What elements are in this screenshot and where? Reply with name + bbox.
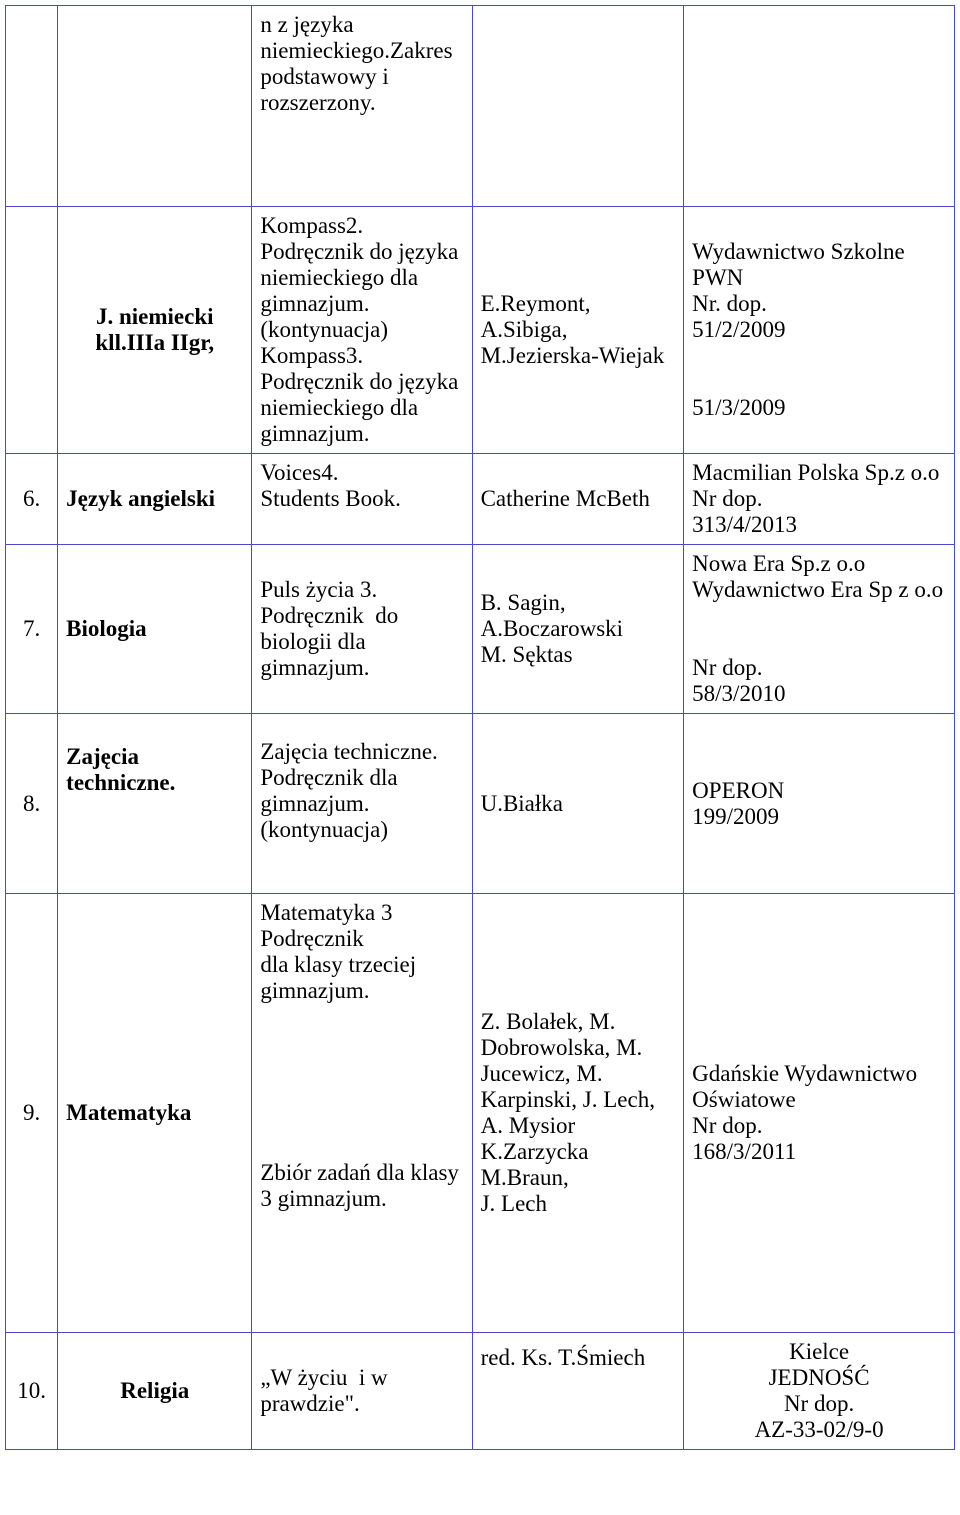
cell-subject: Matematyka [58,894,252,1333]
cell-num: 8. [6,714,58,894]
cell-book: Puls życia 3.Podręcznik do biologii dla … [252,545,472,714]
table-row: 10. Religia „W życiu i w prawdzie". red.… [6,1333,955,1450]
cell-author: U.Białka [472,714,684,894]
cell-subject: Zajęcia techniczne. [58,714,252,894]
cell-publisher: Macmilian Polska Sp.z o.oNr dop.313/4/20… [684,454,955,545]
cell-book: Voices4.Students Book. [252,454,472,545]
cell-book: n z języka niemieckiego.Zakres podstawow… [252,6,472,207]
table-row: n z języka niemieckiego.Zakres podstawow… [6,6,955,207]
cell-publisher: Wydawnictwo Szkolne PWNNr. dop.51/2/2009… [684,207,955,454]
cell-author: B. Sagin, A.BoczarowskiM. Sęktas [472,545,684,714]
cell-subject: Biologia [58,545,252,714]
cell-publisher: KielceJEDNOŚĆNr dop.AZ-33-02/9-0 [684,1333,955,1450]
cell-publisher: OPERON199/2009 [684,714,955,894]
table-body: n z języka niemieckiego.Zakres podstawow… [6,6,955,1450]
cell-author [472,6,684,207]
textbook-table: n z języka niemieckiego.Zakres podstawow… [5,5,955,1450]
table-row: 6. Język angielski Voices4.Students Book… [6,454,955,545]
cell-subject: J. niemiecki kll.IIIa IIgr, [58,207,252,454]
cell-author: red. Ks. T.Śmiech [472,1333,684,1450]
cell-book: Zajęcia techniczne. Podręcznik dla gimna… [252,714,472,894]
cell-subject [58,6,252,207]
cell-subject: Religia [58,1333,252,1450]
cell-num: 7. [6,545,58,714]
cell-book: Kompass2. Podręcznik do języka niemiecki… [252,207,472,454]
cell-publisher: Nowa Era Sp.z o.oWydawnictwo Era Sp z o.… [684,545,955,714]
cell-num: 9. [6,894,58,1333]
cell-num [6,207,58,454]
table-row: J. niemiecki kll.IIIa IIgr, Kompass2. Po… [6,207,955,454]
cell-author: Catherine McBeth [472,454,684,545]
cell-publisher [684,6,955,207]
table-row: 7. Biologia Puls życia 3.Podręcznik do b… [6,545,955,714]
cell-subject: Język angielski [58,454,252,545]
cell-publisher: Gdańskie Wydawnictwo OświatoweNr dop.168… [684,894,955,1333]
cell-num: 10. [6,1333,58,1450]
cell-book: „W życiu i w prawdzie". [252,1333,472,1450]
cell-num: 6. [6,454,58,545]
cell-author: E.Reymont, A.Sibiga, M.Jezierska-Wiejak [472,207,684,454]
cell-book: Matematyka 3 Podręcznikdla klasy trzecie… [252,894,472,1333]
table-row: 8. Zajęcia techniczne. Zajęcia techniczn… [6,714,955,894]
cell-num [6,6,58,207]
table-row: 9. Matematyka Matematyka 3 Podręcznikdla… [6,894,955,1333]
cell-author: Z. Bolałek, M. Dobrowolska, M. Jucewicz,… [472,894,684,1333]
